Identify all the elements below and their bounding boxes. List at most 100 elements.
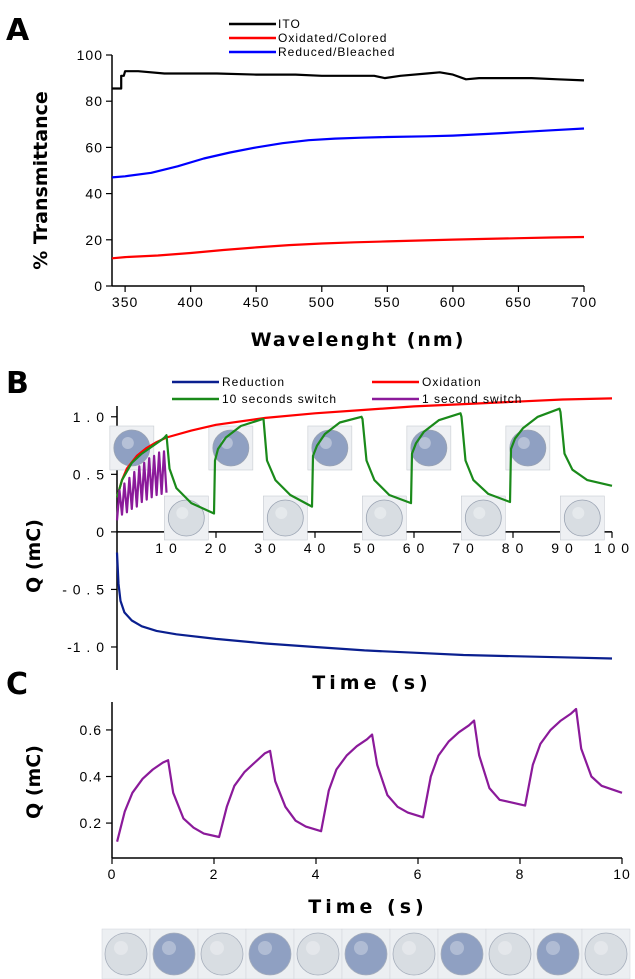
y-axis-title: Q (mC) <box>23 745 45 819</box>
legend-label: Oxidated/Colored <box>278 31 387 45</box>
photo-bleached <box>164 495 209 541</box>
panel-a-chart: 0 20 40 60 80 100 350 400 450 500 550 600 650 700 ITOO… <box>30 17 597 351</box>
photo-bleached <box>485 928 535 979</box>
photo-bleached <box>101 928 151 979</box>
legend-label: Reduction <box>222 375 285 389</box>
photo-disc <box>266 499 304 537</box>
y-tick-label: 100 <box>77 47 103 63</box>
y-tick-label: 0 . 5 <box>73 466 105 482</box>
photo-disc <box>200 932 244 976</box>
x-tick-label: 9 0 <box>551 540 573 556</box>
photo-bleached <box>361 495 407 541</box>
photo-highlight <box>450 941 464 955</box>
photo-highlight <box>210 941 224 955</box>
x-tick-label: 2 0 <box>205 540 227 556</box>
x-axis-title: Time (s) <box>308 896 427 918</box>
photo-disc <box>152 932 196 976</box>
photo-disc <box>344 932 388 976</box>
photo-highlight <box>114 941 128 955</box>
series-line-reduction <box>115 552 613 660</box>
photo-highlight <box>121 437 134 449</box>
series-line-ito <box>112 70 585 90</box>
photo-disc <box>311 429 349 467</box>
y-tick-label: 1 . 0 <box>73 409 105 425</box>
y-axis-title: % Transmittance <box>30 91 52 270</box>
x-tick-label: 2 <box>210 866 219 882</box>
y-tick-label: - 0 . 5 <box>62 581 105 597</box>
y-tick-label: 80 <box>85 93 103 109</box>
photo-highlight <box>176 507 189 519</box>
x-tick-label: 8 <box>516 866 525 882</box>
photo-disc <box>536 932 580 976</box>
photo-colored <box>307 425 353 471</box>
y-tick-label: 0 <box>96 524 105 540</box>
photo-highlight <box>402 941 416 955</box>
series-line-1-second-switch <box>115 450 168 521</box>
panel-letter-b: B <box>6 366 29 401</box>
legend-label: 1 second switch <box>422 392 522 406</box>
x-tick-label: 500 <box>309 294 335 310</box>
x-tick-label: 1 0 0 <box>594 540 630 556</box>
photo-highlight <box>546 941 560 955</box>
photo-highlight <box>319 437 332 449</box>
x-tick-label: 4 0 <box>304 540 326 556</box>
x-tick-label: 350 <box>112 294 138 310</box>
x-tick-label: 550 <box>374 294 400 310</box>
x-tick-label: 6 <box>414 866 423 882</box>
photo-bleached <box>460 495 506 541</box>
photo-highlight <box>275 507 288 519</box>
x-tick-label: 650 <box>505 294 531 310</box>
photo-disc <box>365 499 403 537</box>
photo-strip <box>101 928 631 979</box>
series-line-10-seconds-switch <box>115 407 613 515</box>
photo-disc <box>296 932 340 976</box>
photo-disc <box>410 429 448 467</box>
photo-highlight <box>162 941 176 955</box>
photo-colored <box>437 928 487 979</box>
y-tick-label: 0.6 <box>80 722 102 738</box>
legend-label: 10 seconds switch <box>222 392 337 406</box>
photo-disc <box>167 499 205 537</box>
photo-highlight <box>374 507 387 519</box>
photo-disc <box>212 429 250 467</box>
legend-label: Reduced/Bleached <box>278 45 395 59</box>
photo-bleached <box>581 928 631 979</box>
y-tick-label: 0 <box>94 278 103 294</box>
x-tick-label: 5 0 <box>353 540 375 556</box>
photo-colored <box>245 928 295 979</box>
photo-highlight <box>306 941 320 955</box>
x-tick-label: 0 <box>108 866 117 882</box>
photo-disc <box>104 932 148 976</box>
photo-highlight <box>473 507 486 519</box>
x-tick-label: 1 0 <box>155 540 177 556</box>
photo-bleached <box>262 495 308 541</box>
panel-letter-a: A <box>6 13 30 48</box>
series-line-charge <box>116 707 623 842</box>
photo-highlight <box>498 941 512 955</box>
y-axis-title: Q (mC) <box>23 519 45 593</box>
photo-highlight <box>258 941 272 955</box>
x-tick-label: 600 <box>440 294 466 310</box>
photo-colored <box>533 928 583 979</box>
x-axis-title: Wavelenght (nm) <box>251 329 466 351</box>
photo-colored <box>341 928 391 979</box>
series-line-reduced-bleached <box>111 127 585 179</box>
photo-disc <box>248 932 292 976</box>
photo-disc <box>440 932 484 976</box>
y-tick-label: 0.4 <box>80 769 102 785</box>
photo-highlight <box>572 507 585 519</box>
x-tick-label: 3 0 <box>254 540 276 556</box>
photo-highlight <box>354 941 368 955</box>
y-tick-label: 20 <box>85 232 103 248</box>
y-tick-label: 60 <box>85 139 103 155</box>
photo-disc <box>392 932 436 976</box>
y-tick-label: 0.2 <box>80 815 102 831</box>
y-tick-label: -1 . 0 <box>67 639 105 655</box>
photo-bleached <box>389 928 439 979</box>
photo-disc <box>509 429 547 467</box>
x-axis-title: Time (s) <box>312 672 431 694</box>
photo-colored <box>505 425 551 471</box>
photo-bleached <box>197 928 247 979</box>
photo-disc <box>488 932 532 976</box>
x-tick-label: 700 <box>571 294 597 310</box>
